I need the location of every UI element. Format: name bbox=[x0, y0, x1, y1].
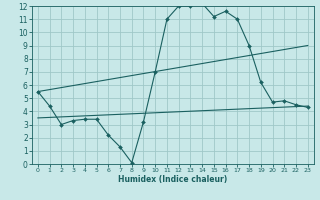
X-axis label: Humidex (Indice chaleur): Humidex (Indice chaleur) bbox=[118, 175, 228, 184]
